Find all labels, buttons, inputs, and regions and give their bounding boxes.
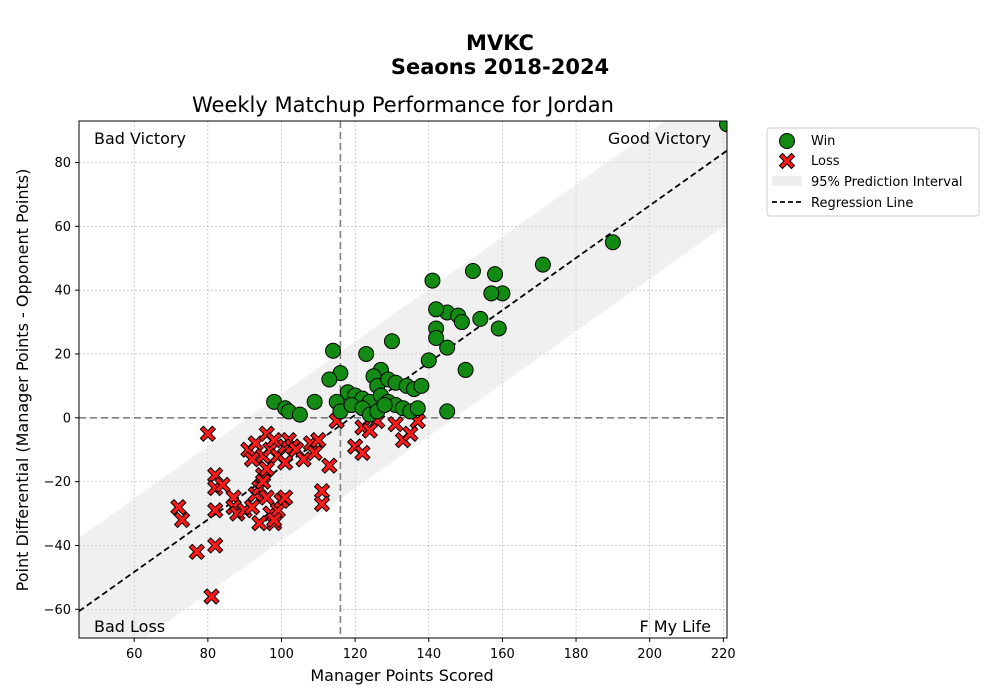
win-point	[490, 320, 507, 337]
y-axis-label: Point Differential (Manager Points - Opp…	[13, 169, 32, 592]
legend-frame	[766, 127, 980, 217]
y-tick-label: −60	[44, 603, 71, 618]
loss-point	[402, 425, 419, 442]
legend-line-label: Regression Line	[811, 196, 913, 211]
points-layer	[170, 121, 727, 605]
legend-band-label: 95% Prediction Interval	[811, 175, 963, 190]
y-tick-label: −40	[44, 539, 71, 554]
suptitle-line1: MVKC	[466, 31, 534, 55]
loss-point	[203, 588, 220, 605]
win-point	[457, 361, 474, 378]
loss-point	[306, 444, 323, 462]
loss-point	[199, 425, 217, 442]
y-tick-label: 0	[63, 411, 71, 426]
loss-point	[243, 498, 261, 516]
loss-point	[387, 415, 404, 433]
legend-win-label: Win	[811, 134, 835, 149]
win-point	[464, 262, 481, 279]
y-tick-label: −20	[44, 475, 71, 490]
legend: Win Loss 95% Prediction Interval Regress…	[766, 127, 980, 217]
grid	[79, 121, 727, 638]
quadrant-label-bottom-right: F My Life	[640, 617, 711, 636]
x-tick-label: 140	[416, 647, 441, 662]
loss-point	[243, 451, 261, 468]
win-point	[487, 266, 504, 283]
win-point	[453, 314, 470, 331]
loss-point	[265, 431, 283, 449]
loss-point	[313, 495, 331, 513]
x-tick-label: 180	[564, 647, 589, 662]
win-point	[413, 377, 430, 394]
win-point	[291, 406, 308, 423]
win-point	[472, 310, 489, 327]
loss-point	[295, 451, 312, 468]
y-tick-label: 40	[54, 284, 71, 299]
quadrant-label-top-left: Bad Victory	[94, 129, 186, 148]
win-point	[719, 121, 727, 133]
x-tick-label: 100	[269, 647, 294, 662]
x-tick-label: 60	[126, 647, 143, 662]
loss-point	[251, 514, 268, 532]
x-tick-label: 220	[711, 647, 736, 662]
x-tick-label: 160	[490, 647, 515, 662]
win-point	[439, 339, 456, 356]
loss-point	[354, 444, 371, 462]
loss-point	[207, 502, 224, 519]
legend-win-marker	[779, 133, 795, 149]
y-tick-label: 20	[54, 347, 71, 362]
win-point	[325, 342, 342, 359]
loss-point	[310, 431, 327, 449]
win-point	[483, 285, 500, 302]
loss-point	[188, 543, 206, 561]
win-point	[439, 403, 456, 420]
legend-band-swatch	[772, 176, 802, 186]
loss-point	[321, 457, 338, 474]
loss-point	[276, 454, 294, 471]
win-point	[321, 371, 338, 388]
win-point	[376, 397, 393, 414]
quadrant-label-bottom-left: Bad Loss	[94, 617, 165, 636]
x-tick-label: 120	[343, 647, 368, 662]
plot-frame	[78, 120, 728, 639]
loss-point	[207, 537, 224, 554]
win-point	[424, 272, 441, 289]
win-point	[306, 393, 323, 410]
win-point	[428, 330, 445, 347]
x-axis-label: Manager Points Scored	[310, 666, 493, 685]
quadrant-label-top-right: Good Victory	[608, 129, 711, 148]
loss-point	[361, 422, 379, 439]
legend-loss-label: Loss	[811, 154, 840, 169]
loss-point	[265, 511, 283, 529]
suptitle-line2: Seaons 2018-2024	[391, 55, 609, 79]
win-point	[420, 352, 437, 369]
loss-point	[170, 498, 187, 516]
win-point	[604, 234, 621, 251]
win-point	[358, 345, 375, 362]
x-tick-label: 80	[200, 647, 217, 662]
win-point	[428, 301, 445, 318]
loss-point	[254, 473, 272, 490]
win-point	[409, 400, 426, 417]
legend-loss-marker	[778, 152, 796, 170]
loss-point	[258, 460, 275, 478]
y-tick-label: 80	[54, 156, 71, 171]
y-axis-ticks: −60 −40 −20 0 20 40 60 80	[44, 156, 79, 618]
x-axis-ticks: 60 80 100 120 140 160 180 200 220	[126, 638, 736, 662]
win-point	[383, 333, 400, 350]
chart-title: Weekly Matchup Performance for Jordan	[192, 93, 614, 117]
y-tick-label: 60	[54, 220, 71, 235]
win-point	[534, 256, 551, 273]
loss-point	[173, 511, 191, 529]
loss-point	[276, 489, 294, 506]
x-tick-label: 200	[637, 647, 662, 662]
